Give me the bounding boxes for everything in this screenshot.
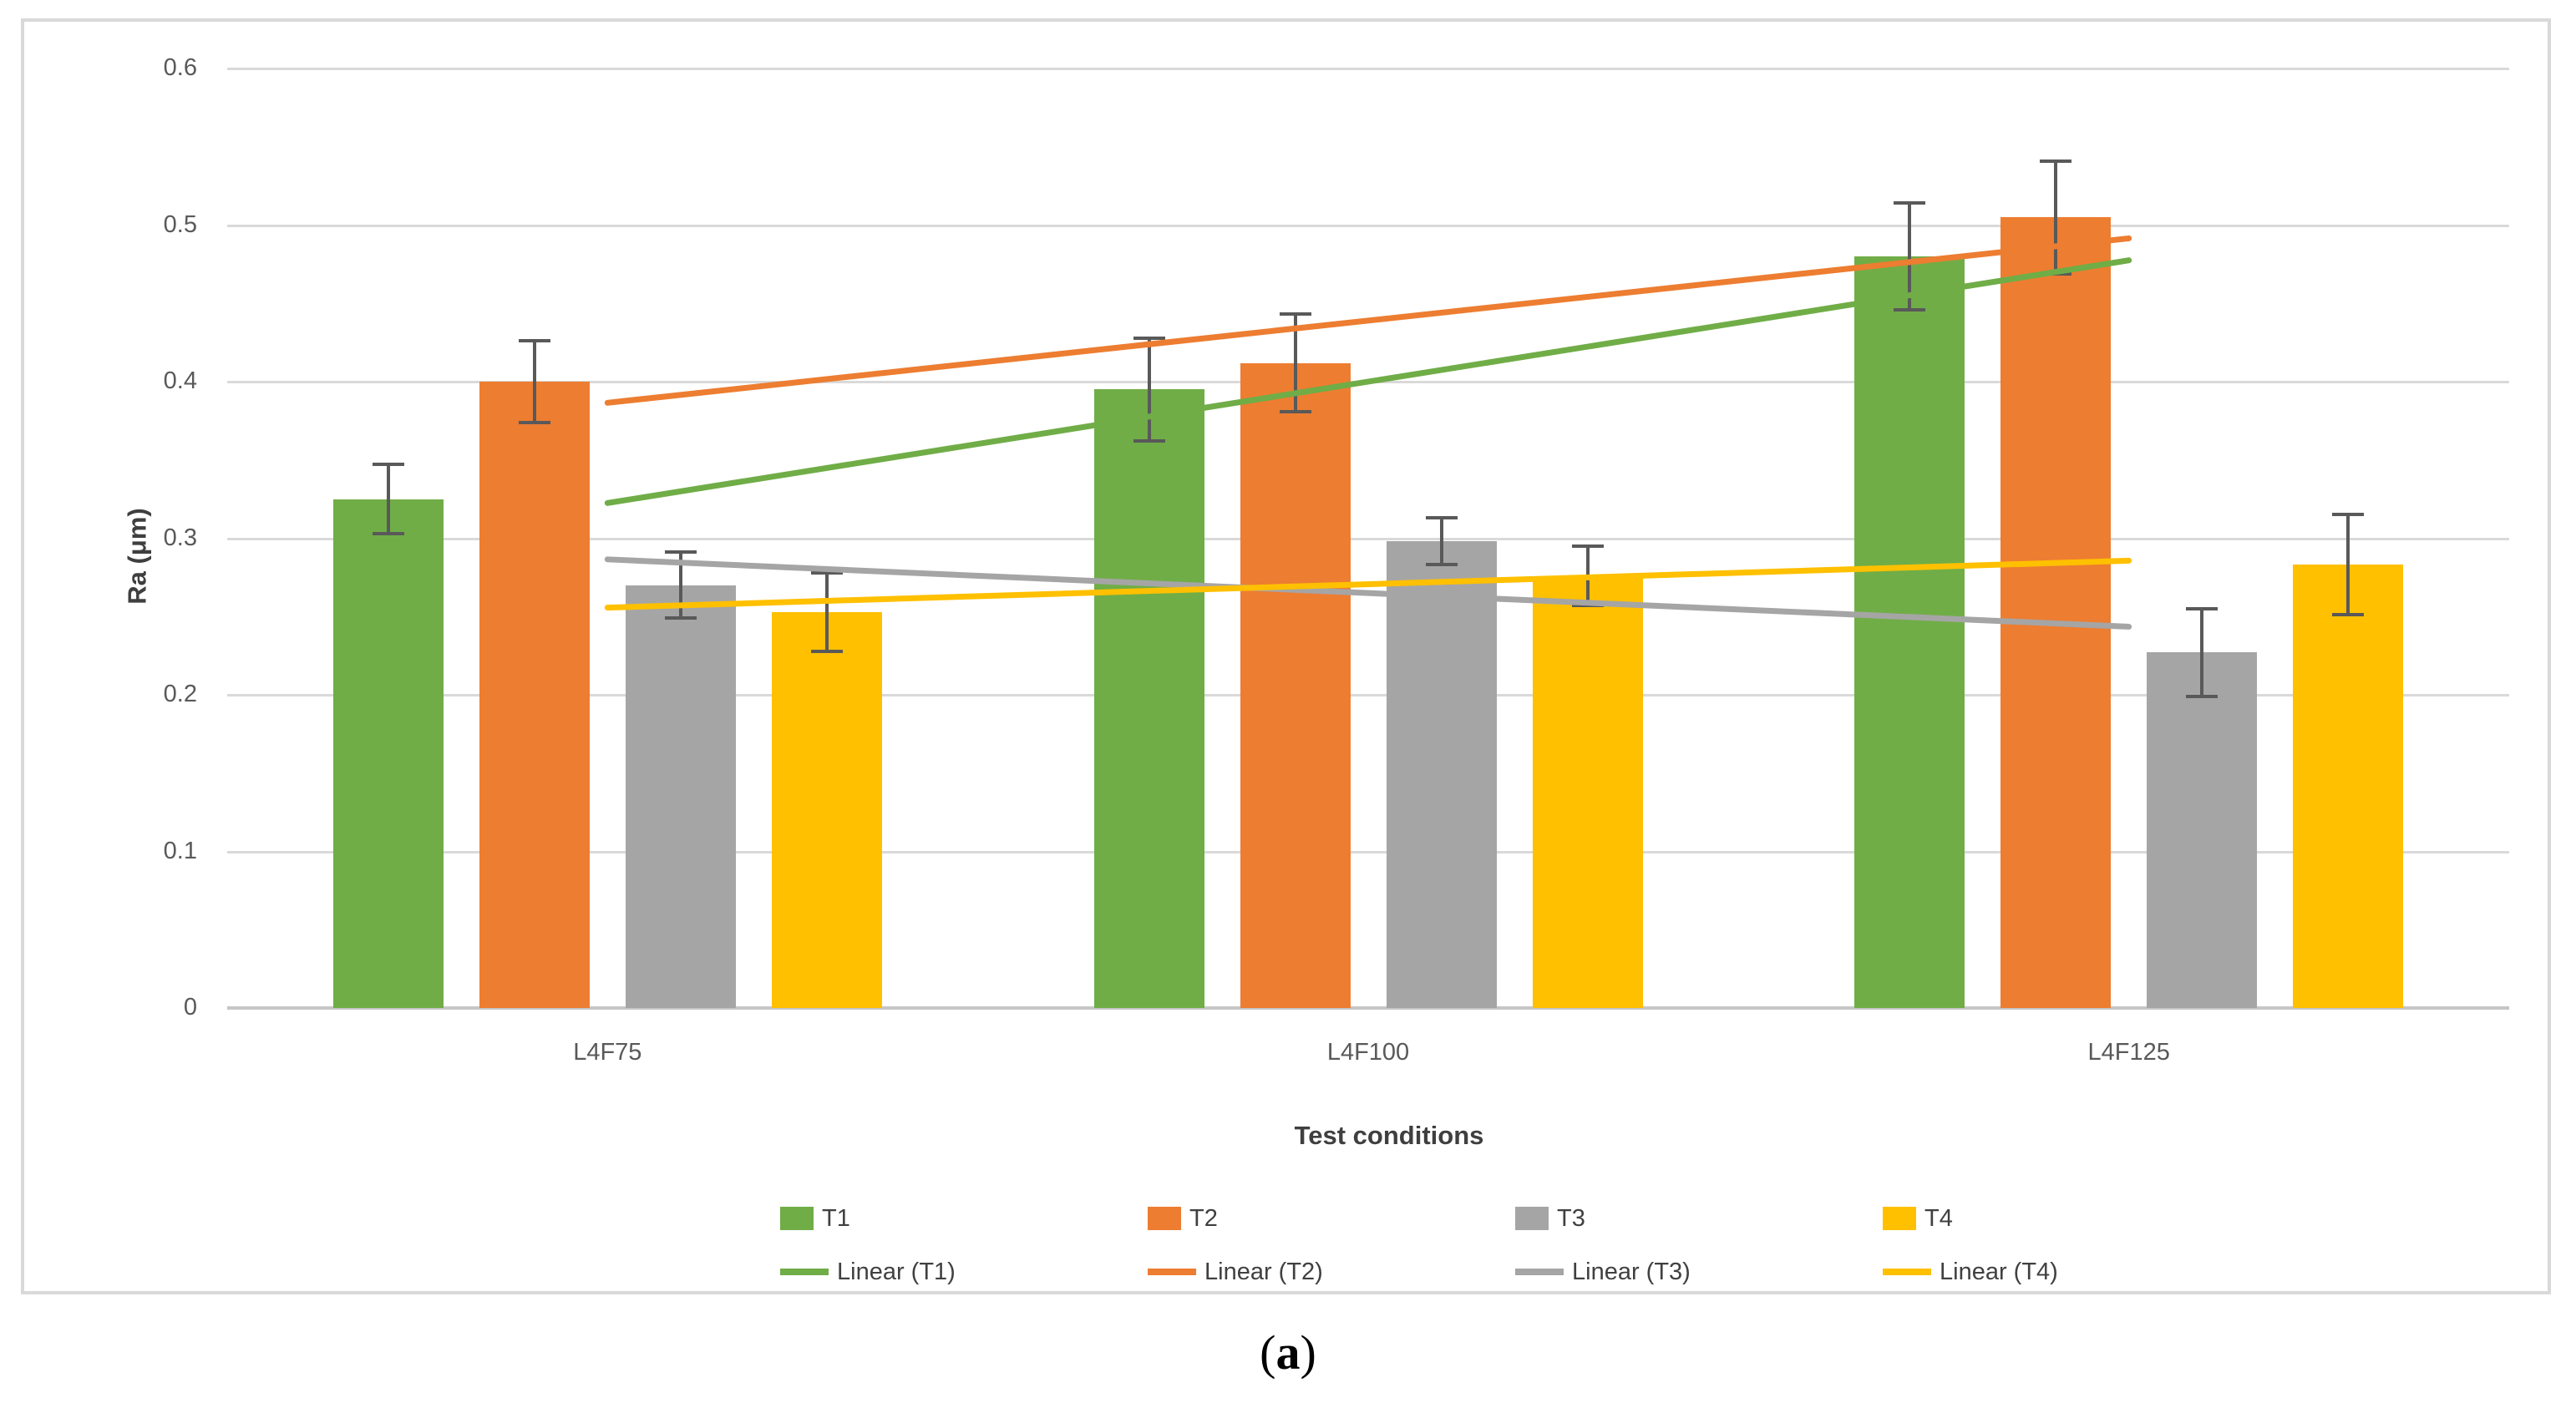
category-label: L4F125 — [2087, 1039, 2170, 1066]
bar-T2-L4F125 — [2000, 217, 2112, 1008]
error-bar-cap-top — [372, 463, 404, 467]
error-bar-line — [1439, 518, 1443, 565]
gridline — [227, 850, 2509, 853]
chart-figure: Ra (μm) Test conditions 0 0.1 0.2 0.3 0.4 0.5… — [21, 18, 2551, 1294]
bar-T3-L4F100 — [1386, 541, 1497, 1008]
x-axis-title: Test conditions — [1294, 1121, 1484, 1150]
error-bar-cap-top — [1894, 201, 1926, 205]
error-bar-line — [1293, 314, 1297, 412]
legend-item-T2: T2 — [1148, 1206, 1515, 1231]
error-bar-cap-top — [810, 570, 843, 575]
plot-area: 0 0.1 0.2 0.3 0.4 0.5 0.6 L4F75 L4F100 L4F125 — [24, 22, 2548, 1291]
y-tick-label: 0.2 — [163, 681, 197, 707]
legend-item-T4: T4 — [1883, 1206, 2250, 1231]
legend-label-T3: T3 — [1557, 1205, 1585, 1232]
y-tick-label: 0.1 — [163, 837, 197, 864]
legend-line-swatch-linear-T4 — [1883, 1269, 1931, 1275]
error-bar-line — [2346, 514, 2350, 615]
category-label: L4F75 — [573, 1039, 642, 1066]
legend-label-T4: T4 — [1924, 1205, 1953, 1232]
legend-swatch-T2 — [1148, 1207, 1181, 1230]
bar-T4-L4F125 — [2293, 565, 2404, 1008]
y-tick-label: 0.4 — [163, 367, 197, 394]
error-bar-cap-bottom — [1133, 439, 1165, 443]
caption-paren-open: ( — [1260, 1325, 1276, 1380]
gridline — [227, 68, 2509, 70]
figure-caption: (a) — [1260, 1324, 1316, 1380]
bar-T4-L4F100 — [1532, 575, 1643, 1008]
bar-T2-L4F100 — [1240, 362, 1351, 1008]
error-bar-cap-top — [518, 339, 550, 343]
legend-swatch-T3 — [1515, 1207, 1549, 1230]
x-axis-line — [227, 1006, 2509, 1010]
legend-line-swatch-linear-T3 — [1515, 1269, 1564, 1275]
error-bar-cap-bottom — [518, 420, 550, 424]
legend-item-linear-T4: Linear (T4) — [1883, 1259, 2250, 1284]
error-bar-cap-bottom — [372, 531, 404, 535]
chart-legend: T1 T2 T3 T4 Linear (T1) Linear (T2) Linear (T3… — [780, 1206, 2250, 1284]
legend-label-linear-T1: Linear (T1) — [837, 1259, 956, 1285]
legend-swatch-T1 — [780, 1207, 814, 1230]
y-tick-label: 0.3 — [163, 524, 197, 551]
error-bar-cap-bottom — [1279, 409, 1311, 413]
trendline-T3 — [604, 556, 2132, 630]
legend-item-linear-T1: Linear (T1) — [780, 1259, 1148, 1284]
legend-item-linear-T3: Linear (T3) — [1515, 1259, 1883, 1284]
legend-label-linear-T3: Linear (T3) — [1572, 1259, 1691, 1285]
bar-T1-L4F125 — [1854, 256, 1965, 1008]
error-bar-cap-top — [1571, 544, 1604, 548]
error-bar-cap-bottom — [2186, 694, 2219, 698]
bar-T3-L4F75 — [625, 585, 736, 1008]
caption-paren-close: ) — [1300, 1325, 1316, 1380]
error-bar-cap-top — [1425, 516, 1458, 520]
trendline-T2 — [604, 235, 2132, 406]
y-tick-label: 0.6 — [163, 54, 197, 81]
error-bar-line — [1908, 203, 1912, 310]
error-bar-line — [824, 572, 829, 651]
error-bar-line — [532, 341, 536, 423]
legend-label-linear-T4: Linear (T4) — [1940, 1259, 2058, 1285]
error-bar-cap-top — [2332, 513, 2365, 517]
error-bar-cap-top — [1133, 336, 1165, 340]
trendline-T4 — [604, 557, 2132, 611]
category-label: L4F100 — [1326, 1039, 1410, 1066]
gridline — [227, 694, 2509, 696]
legend-item-T1: T1 — [780, 1206, 1148, 1231]
error-bar-line — [2054, 160, 2058, 274]
bar-T2-L4F75 — [479, 382, 590, 1008]
y-tick-label: 0.5 — [163, 210, 197, 238]
trendline-T1 — [604, 257, 2132, 506]
caption-letter: a — [1275, 1325, 1301, 1380]
bar-T1-L4F75 — [332, 499, 444, 1008]
gridline — [227, 224, 2509, 227]
legend-line-swatch-linear-T2 — [1148, 1269, 1196, 1275]
gridline — [227, 537, 2509, 540]
legend-item-linear-T2: Linear (T2) — [1148, 1259, 1515, 1284]
bar-T4-L4F75 — [771, 611, 882, 1008]
error-bar-cap-bottom — [1425, 563, 1458, 567]
legend-line-swatch-linear-T1 — [780, 1269, 829, 1275]
error-bar-cap-top — [2186, 606, 2219, 610]
error-bar-cap-bottom — [2332, 613, 2365, 617]
error-bar-cap-top — [664, 550, 697, 555]
legend-swatch-T4 — [1883, 1207, 1916, 1230]
y-tick-label: 0 — [183, 994, 197, 1021]
error-bar-cap-bottom — [664, 616, 697, 620]
error-bar-cap-top — [2040, 159, 2072, 163]
error-bar-line — [678, 552, 682, 619]
legend-label-T1: T1 — [822, 1205, 850, 1232]
legend-label-linear-T2: Linear (T2) — [1204, 1259, 1323, 1285]
error-bar-cap-bottom — [1894, 307, 1926, 311]
error-bar-line — [386, 464, 390, 534]
bar-T1-L4F100 — [1093, 389, 1204, 1008]
trendlines-layer — [604, 235, 2132, 630]
error-bar-cap-bottom — [810, 649, 843, 653]
legend-label-T2: T2 — [1189, 1205, 1218, 1232]
error-bar-line — [1147, 337, 1151, 442]
error-bar-line — [2200, 608, 2204, 696]
error-bar-cap-top — [1279, 312, 1311, 317]
legend-item-T3: T3 — [1515, 1206, 1883, 1231]
bar-T3-L4F125 — [2147, 652, 2258, 1008]
